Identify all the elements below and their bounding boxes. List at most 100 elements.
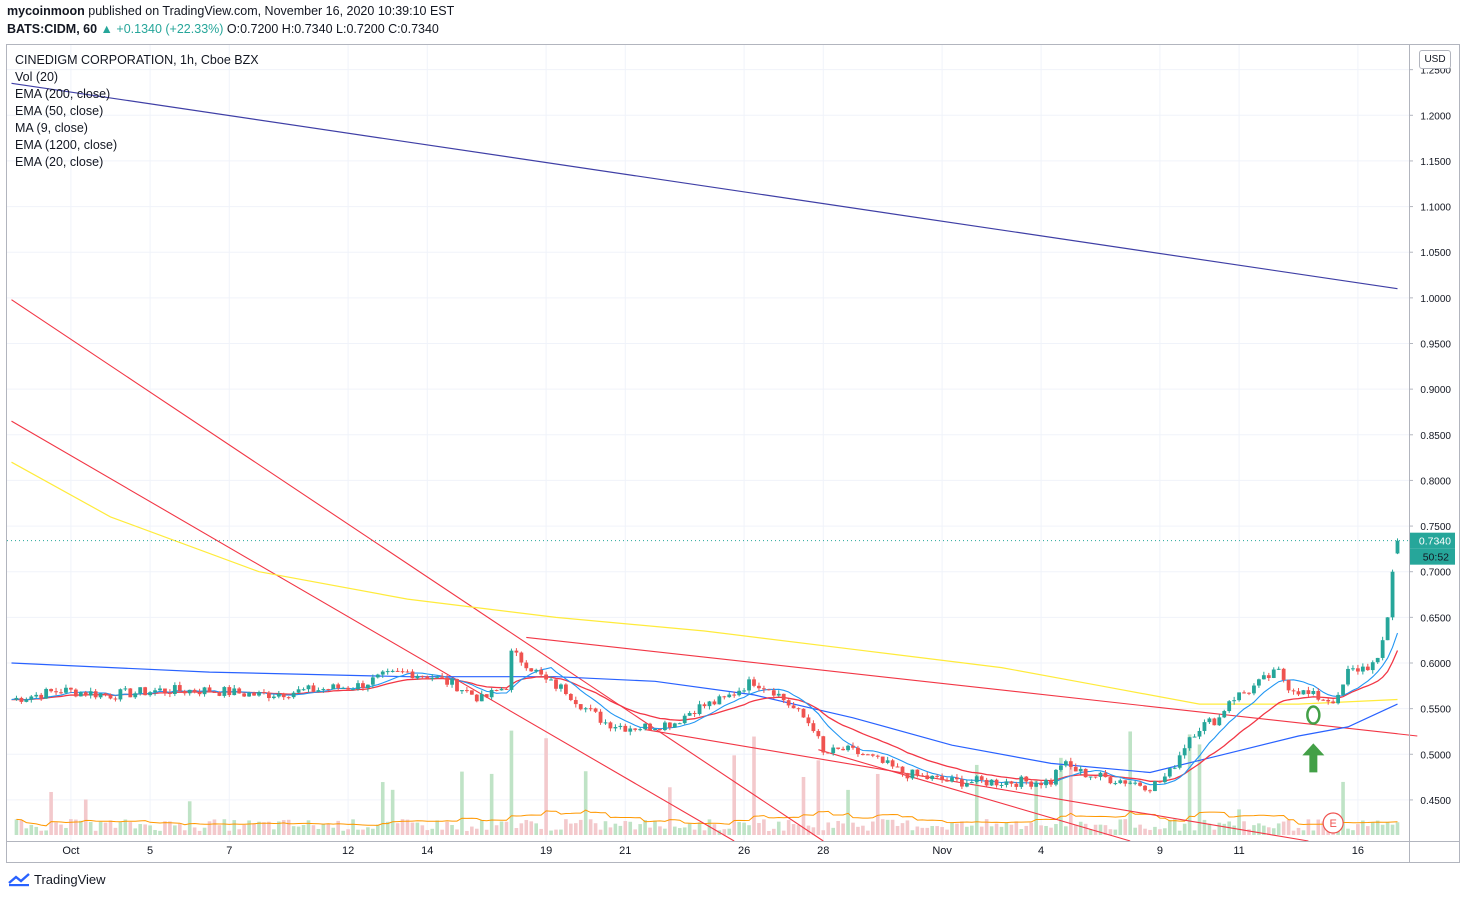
candle-body (1202, 722, 1207, 731)
candle-body (658, 729, 662, 731)
price-chart[interactable]: E 1.2500 1.2000 1.1500 1.1000 1.0500 1.0000 0.9… (7, 45, 1459, 862)
footer-brand[interactable]: TradingView (8, 872, 106, 887)
volume-bar (880, 819, 885, 835)
legend-volume[interactable]: Vol (20) (15, 70, 59, 84)
candle-body (727, 694, 732, 698)
volume-bar (74, 819, 78, 835)
candle-body (885, 760, 890, 763)
volume-bar (801, 776, 806, 835)
candle-body (366, 684, 370, 689)
legend-ema50[interactable]: EMA (50, close) (15, 104, 104, 118)
price-tick-label: 0.5500 (1420, 705, 1451, 716)
volume-bar (1143, 828, 1147, 835)
candle (613, 724, 618, 732)
candle (628, 725, 633, 736)
volume-bar (1385, 821, 1390, 835)
candle (653, 728, 657, 731)
legend-ema20[interactable]: EMA (20, close) (15, 155, 104, 169)
volume-bar (83, 799, 88, 835)
candle-body (1375, 657, 1380, 663)
legend-ma9[interactable]: MA (9, close) (15, 121, 88, 135)
currency-label[interactable]: USD (1419, 50, 1451, 69)
candle (1197, 727, 1202, 740)
candle-body (489, 689, 494, 698)
up-arrow-icon (1302, 743, 1325, 773)
volume-bar (895, 825, 900, 835)
legend-ema1200[interactable]: EMA (1200, close) (15, 138, 118, 152)
legend-ema200[interactable]: EMA (200, close) (15, 87, 111, 101)
volume-bar (643, 820, 647, 835)
candle-body (1276, 668, 1281, 670)
volume-bar (257, 821, 261, 835)
price-tick-label: 1.1000 (1420, 203, 1451, 214)
volume-bar (519, 823, 524, 835)
candle-body (613, 727, 618, 729)
candle-body (598, 711, 603, 723)
candle (786, 699, 791, 708)
volume-bar (1237, 809, 1241, 835)
candle (1113, 780, 1118, 786)
candle (420, 675, 425, 679)
volume-bar (737, 822, 741, 835)
candle (1044, 778, 1048, 789)
candle (821, 735, 826, 756)
volume-bar (376, 824, 380, 835)
volume-bar (400, 819, 405, 835)
volume-bar (79, 820, 83, 835)
volume-bar (232, 820, 237, 835)
candle-body (1004, 781, 1009, 785)
volume-bar (1088, 829, 1093, 835)
publisher-name[interactable]: mycoinmoon (7, 4, 85, 18)
candle (880, 756, 885, 764)
volume-bar (598, 829, 603, 835)
volume-bar (549, 830, 553, 835)
volume-bar (380, 782, 385, 835)
volume-bar (103, 822, 108, 835)
candle (1212, 717, 1217, 726)
candle (361, 680, 365, 691)
volume-bar (1370, 822, 1375, 835)
volume-bar (851, 822, 855, 835)
candle-body (979, 776, 984, 780)
candle-body (1311, 690, 1316, 694)
candle-body (697, 704, 702, 715)
candle-body (306, 685, 311, 690)
candle (14, 695, 19, 701)
volume-bar (791, 824, 796, 835)
candle-body (628, 728, 633, 732)
candle-body (311, 685, 316, 692)
candle-body (34, 694, 39, 697)
volume-bar (554, 829, 558, 835)
volume-bar (460, 771, 464, 835)
price-tick-label: 0.8000 (1420, 476, 1451, 487)
candle-body (875, 755, 880, 757)
candle-body (564, 684, 568, 695)
candle (123, 686, 128, 692)
volume-bar (846, 789, 850, 835)
candle-body (762, 688, 766, 690)
candle (1390, 569, 1395, 621)
candle (712, 699, 717, 706)
candle (73, 688, 78, 698)
volume-bar (663, 828, 667, 835)
legend-title[interactable]: CINEDIGM CORPORATION, 1h, Cboe BZX (15, 53, 259, 67)
candle (915, 769, 920, 778)
candle (519, 651, 524, 666)
candle (1093, 776, 1098, 779)
volume-bar (321, 823, 326, 835)
volume-bar (1054, 824, 1058, 835)
candle-body (1296, 691, 1301, 695)
candle-body (1257, 679, 1261, 686)
volume-bar (806, 825, 811, 835)
volume-bar (677, 828, 682, 835)
candle (771, 687, 776, 700)
candle (1252, 683, 1256, 696)
price-tick-label: 1.0000 (1420, 294, 1451, 305)
candle-body (519, 652, 524, 663)
candle-body (865, 754, 870, 756)
volume-bar (475, 828, 479, 835)
candle (608, 721, 613, 732)
candle (732, 691, 737, 698)
price-tick-label: 0.6500 (1420, 613, 1451, 624)
candle-body (593, 708, 598, 712)
